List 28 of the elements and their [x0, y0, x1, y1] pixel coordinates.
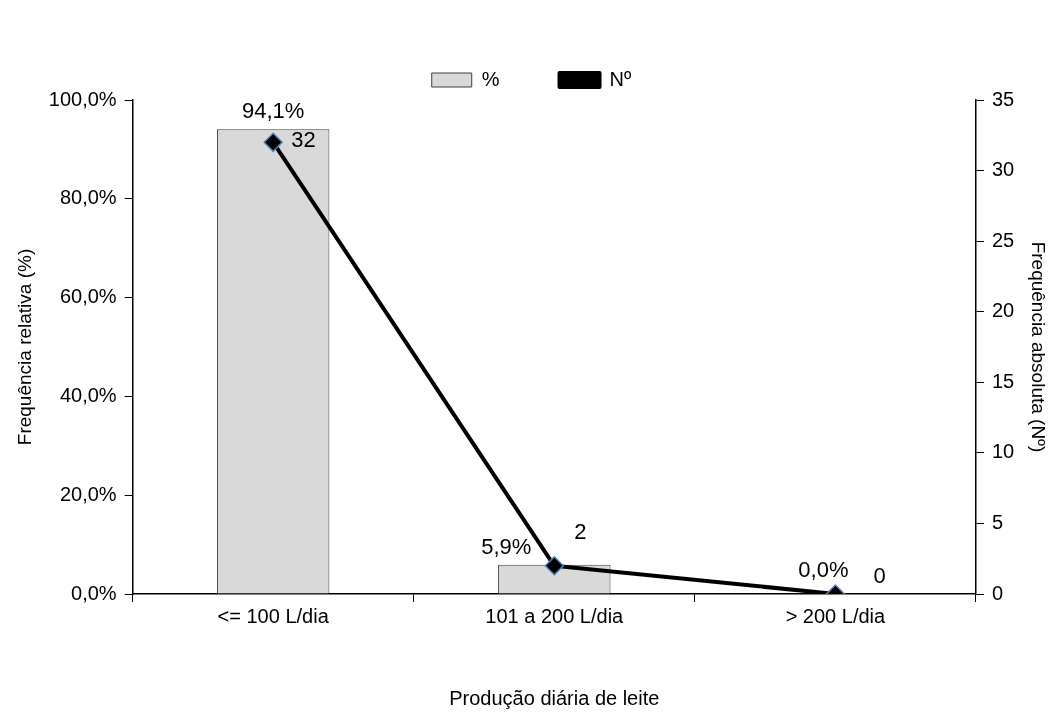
y-tick-label: 40,0% [59, 383, 117, 406]
y2-axis-title: Frequência absoluta (Nº) [1028, 241, 1050, 453]
x-tick-label: 101 a 200 L/dia [485, 604, 625, 627]
data-label: 0,0% [798, 557, 849, 583]
y2-tick-label: 0 [991, 581, 1004, 604]
y-tick-label: 80,0% [59, 186, 117, 209]
y-tick-label: 0,0% [71, 581, 117, 604]
y2-tick-label: 35 [991, 87, 1015, 110]
x-tick-label: > 200 L/dia [785, 604, 887, 627]
y2-tick-label: 30 [991, 158, 1015, 181]
x-axis-title: Produção diária de leite [449, 686, 660, 709]
data-label: 5,9% [481, 533, 532, 559]
y-tick-label: 60,0% [59, 285, 117, 308]
legend-label: Nº [609, 67, 632, 90]
data-label: 0 [873, 563, 886, 589]
y-axis-title: Frequência relativa (%) [13, 248, 35, 446]
x-tick-label: <= 100 L/dia [217, 604, 330, 627]
legend-label: % [481, 67, 500, 90]
y2-tick-label: 25 [991, 228, 1015, 251]
y2-tick-label: 20 [991, 299, 1015, 322]
y2-tick-label: 5 [991, 510, 1004, 533]
y2-tick-label: 15 [991, 369, 1015, 392]
y-tick-label: 20,0% [59, 482, 117, 505]
y2-tick-label: 10 [991, 440, 1015, 463]
data-label: 94,1% [241, 98, 305, 124]
data-label: 2 [574, 518, 587, 544]
y-tick-label: 100,0% [48, 87, 117, 110]
data-label: 32 [291, 127, 316, 153]
